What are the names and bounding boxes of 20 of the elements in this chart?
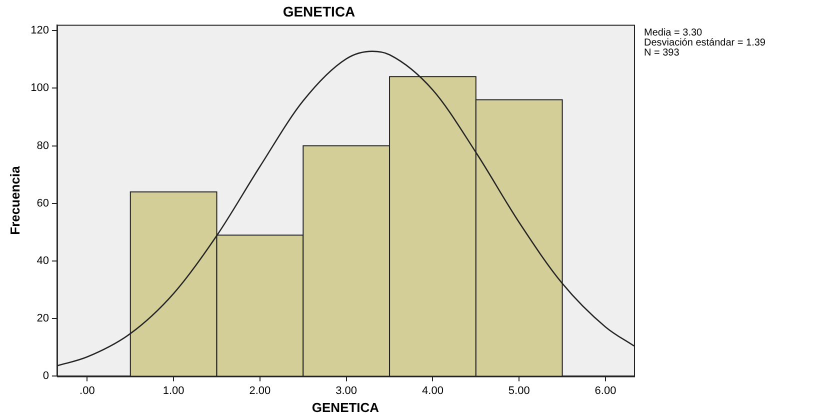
x-tick-label: .00 — [80, 384, 95, 397]
y-axis-title: Frecuencia — [7, 165, 22, 235]
text: N = 393 — [644, 48, 680, 59]
y-tick-label: 60 — [36, 197, 49, 210]
x-tick-label: 4.00 — [422, 384, 444, 397]
y-tick-label: 80 — [36, 140, 49, 152]
chart-title: GENETICA — [282, 3, 356, 20]
x-tick-label: 1.00 — [162, 384, 184, 397]
x-tick-label: 3.00 — [336, 384, 358, 397]
x-axis-title: GENETICA — [312, 400, 380, 415]
x-tick-label: 6.00 — [594, 384, 616, 397]
y-tick-label: 40 — [36, 255, 49, 268]
y-tick-label: 120 — [30, 24, 49, 37]
y-tick-label: 100 — [30, 82, 49, 94]
x-tick-label: 5.00 — [508, 384, 530, 397]
x-tick-label: 2.00 — [249, 384, 271, 397]
y-tick-label: 0 — [42, 370, 49, 382]
text: Media = 3.30 — [644, 28, 703, 39]
y-tick-label: 20 — [36, 312, 49, 325]
text: Desviación estándar = 1.39 — [644, 38, 766, 49]
